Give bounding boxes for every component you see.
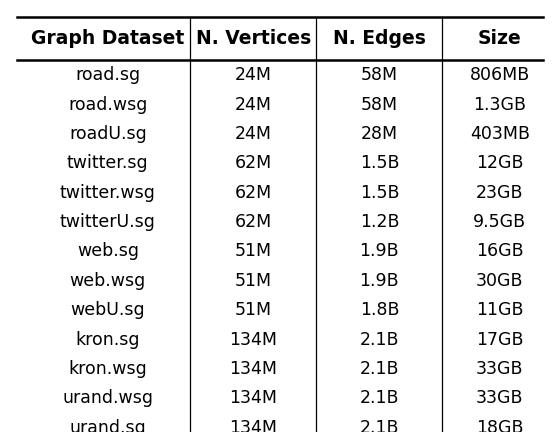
Text: kron.sg: kron.sg xyxy=(76,330,140,349)
Text: 16GB: 16GB xyxy=(476,242,524,260)
Text: web.sg: web.sg xyxy=(77,242,139,260)
Text: 62M: 62M xyxy=(235,154,272,172)
Text: twitter.wsg: twitter.wsg xyxy=(60,184,156,202)
Text: 1.3GB: 1.3GB xyxy=(473,95,526,114)
Text: 9.5GB: 9.5GB xyxy=(473,213,526,231)
Text: urand.sg: urand.sg xyxy=(69,419,146,432)
Text: 2.1B: 2.1B xyxy=(360,419,399,432)
Text: 62M: 62M xyxy=(235,213,272,231)
Text: 403MB: 403MB xyxy=(470,125,530,143)
Text: 2.1B: 2.1B xyxy=(360,360,399,378)
Text: 18GB: 18GB xyxy=(476,419,524,432)
Text: 51M: 51M xyxy=(235,301,272,319)
Text: 134M: 134M xyxy=(230,360,277,378)
Text: 1.5B: 1.5B xyxy=(360,184,399,202)
Text: 2.1B: 2.1B xyxy=(360,389,399,407)
Text: 58M: 58M xyxy=(361,95,398,114)
Text: 134M: 134M xyxy=(230,389,277,407)
Text: Size: Size xyxy=(478,29,522,48)
Text: kron.wsg: kron.wsg xyxy=(68,360,147,378)
Text: 58M: 58M xyxy=(361,66,398,84)
Text: 1.8B: 1.8B xyxy=(360,301,399,319)
Text: urand.wsg: urand.wsg xyxy=(62,389,153,407)
Text: twitter.sg: twitter.sg xyxy=(67,154,148,172)
Text: 33GB: 33GB xyxy=(476,360,524,378)
Text: twitterU.sg: twitterU.sg xyxy=(60,213,156,231)
Text: road.wsg: road.wsg xyxy=(68,95,147,114)
Text: Graph Dataset: Graph Dataset xyxy=(31,29,184,48)
Text: 28M: 28M xyxy=(361,125,398,143)
Text: 134M: 134M xyxy=(230,330,277,349)
Text: 51M: 51M xyxy=(235,272,272,290)
Text: web.wsg: web.wsg xyxy=(69,272,146,290)
Text: 62M: 62M xyxy=(235,184,272,202)
Text: 24M: 24M xyxy=(235,66,272,84)
Text: 33GB: 33GB xyxy=(476,389,524,407)
Text: 24M: 24M xyxy=(235,125,272,143)
Text: 12GB: 12GB xyxy=(476,154,524,172)
Text: 11GB: 11GB xyxy=(476,301,524,319)
Text: 1.5B: 1.5B xyxy=(360,154,399,172)
Text: 23GB: 23GB xyxy=(476,184,524,202)
Text: roadU.sg: roadU.sg xyxy=(69,125,147,143)
Text: 30GB: 30GB xyxy=(476,272,524,290)
Text: webU.sg: webU.sg xyxy=(71,301,145,319)
Text: N. Vertices: N. Vertices xyxy=(196,29,311,48)
Text: 17GB: 17GB xyxy=(476,330,524,349)
Text: 1.9B: 1.9B xyxy=(360,272,399,290)
Text: 2.1B: 2.1B xyxy=(360,330,399,349)
Text: N. Edges: N. Edges xyxy=(333,29,426,48)
Text: 51M: 51M xyxy=(235,242,272,260)
Text: road.sg: road.sg xyxy=(75,66,141,84)
Text: 1.2B: 1.2B xyxy=(360,213,399,231)
Text: 1.9B: 1.9B xyxy=(360,242,399,260)
Text: 806MB: 806MB xyxy=(470,66,530,84)
Text: 134M: 134M xyxy=(230,419,277,432)
Text: 24M: 24M xyxy=(235,95,272,114)
